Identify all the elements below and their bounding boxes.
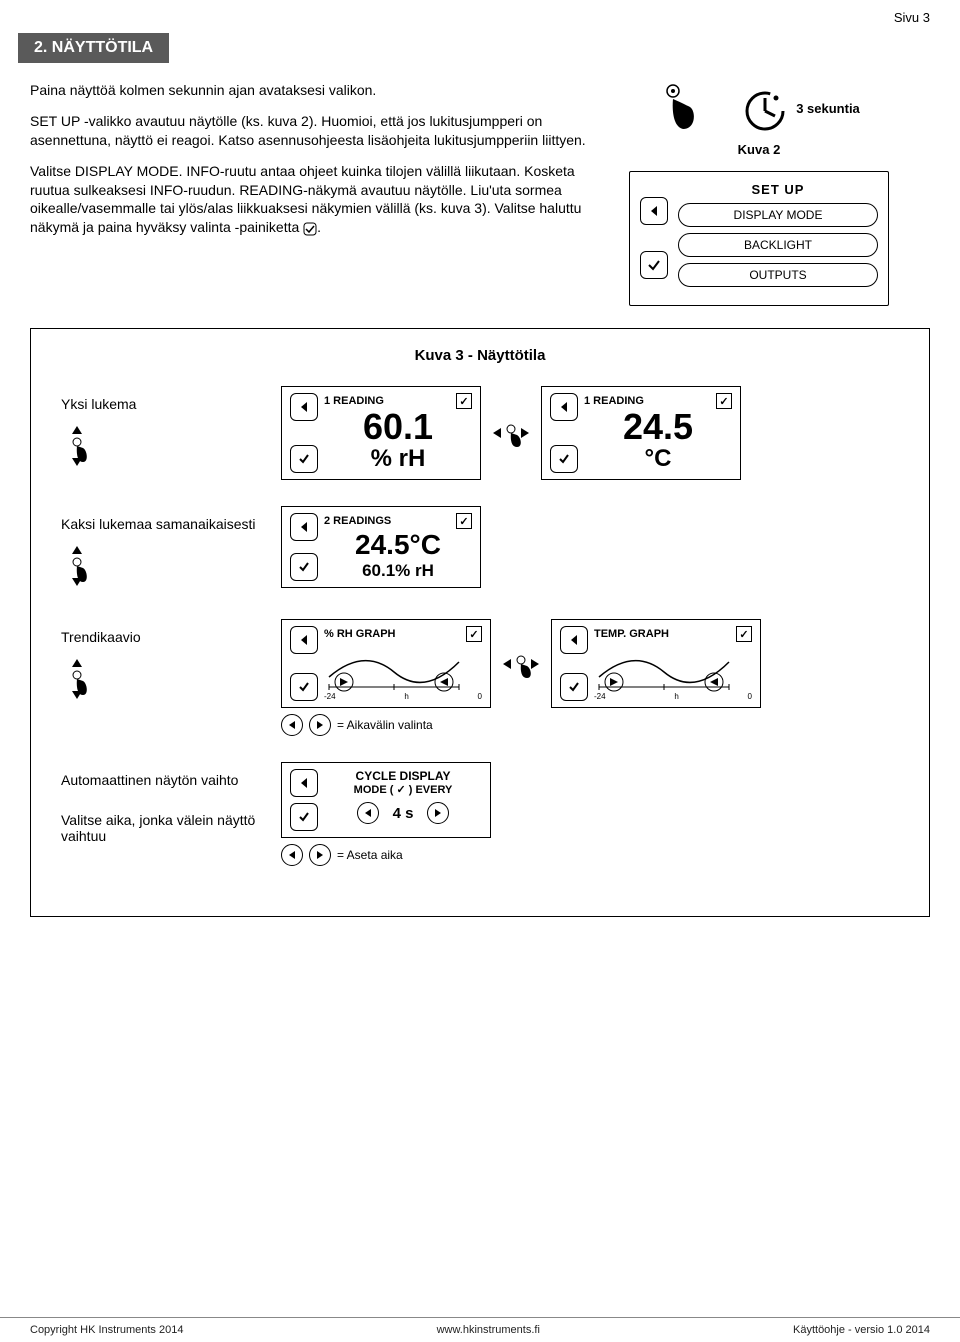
check-icon: ✓: [716, 393, 732, 409]
trend-note: = Aikavälin valinta: [281, 714, 761, 736]
menu-backlight[interactable]: BACKLIGHT: [678, 233, 878, 257]
footer-left: Copyright HK Instruments 2014: [30, 1324, 183, 1336]
axis-r: 0: [478, 692, 482, 701]
page-footer: Copyright HK Instruments 2014 www.hkinst…: [0, 1317, 960, 1342]
left-arrow-button[interactable]: [357, 802, 379, 824]
trend-note-text: = Aikavälin valinta: [337, 718, 433, 732]
axis-m: h: [674, 692, 678, 701]
ok-button[interactable]: [560, 673, 588, 701]
reading-temp-box: 1 READING✓ 24.5 °C: [541, 386, 741, 480]
right-arrow-button[interactable]: [427, 802, 449, 824]
graph-curve: [324, 642, 464, 692]
graph-header: TEMP. GRAPH: [594, 628, 669, 640]
back-button[interactable]: [290, 769, 318, 797]
right-arrow-icon: [309, 714, 331, 736]
intro-p3: Valitse DISPLAY MODE. INFO-ruutu antaa o…: [30, 162, 588, 238]
check-icon: ✓: [456, 393, 472, 409]
graph-header: % RH GRAPH: [324, 628, 396, 640]
dual-label: Kaksi lukemaa samanaikaisesti: [61, 506, 261, 593]
back-button[interactable]: [290, 626, 318, 654]
section-title: 2. NÄYTTÖTILA: [18, 33, 169, 63]
ok-button[interactable]: [290, 673, 318, 701]
reading-value: 60.1: [324, 409, 472, 445]
axis-l: -24: [594, 692, 606, 701]
single-label: Yksi lukema: [61, 386, 261, 473]
timer-icon: 3 sekuntia: [742, 86, 860, 132]
cycle-label: Automaattinen näytön vaihto Valitse aika…: [61, 762, 261, 844]
footer-center: www.hkinstruments.fi: [437, 1324, 540, 1336]
back-button[interactable]: [560, 626, 588, 654]
reading-unit: °C: [584, 445, 732, 473]
touch-icon: [658, 81, 702, 136]
frame-title: Kuva 3 - Näyttötila: [61, 347, 899, 364]
single-label-text: Yksi lukema: [61, 396, 261, 412]
ok-button[interactable]: [640, 251, 668, 279]
back-button[interactable]: [290, 393, 318, 421]
graph-curve: [594, 642, 734, 692]
ok-button[interactable]: [550, 445, 578, 473]
back-button[interactable]: [550, 393, 578, 421]
rh-graph-box: % RH GRAPH ✓ -24 h 0: [281, 619, 491, 708]
cycle-box: CYCLE DISPLAY MODE ( ✓ ) EVERY 4 s: [281, 762, 491, 838]
intro-p3-end: .: [317, 219, 321, 235]
axis-l: -24: [324, 692, 336, 701]
left-arrow-icon: [281, 844, 303, 866]
dual-header: 2 READINGS: [324, 515, 391, 527]
intro-p1: Paina näyttöä kolmen sekunnin ajan avata…: [30, 81, 588, 100]
temp-graph-box: TEMP. GRAPH ✓ -24 h 0: [551, 619, 761, 708]
kuva2-caption: Kuva 2: [738, 142, 781, 157]
back-button[interactable]: [640, 197, 668, 225]
cycle-note-text: = Aseta aika: [337, 848, 403, 862]
footer-right: Käyttöohje - versio 1.0 2014: [793, 1324, 930, 1336]
check-icon: ✓: [736, 626, 752, 642]
check-icon: [303, 222, 317, 236]
left-arrow-icon: [281, 714, 303, 736]
reading-rh-box: 1 READING✓ 60.1 % rH: [281, 386, 481, 480]
page-number: Sivu 3: [0, 0, 960, 25]
dual-line1: 24.5°C: [324, 529, 472, 561]
intro-text: Paina näyttöä kolmen sekunnin ajan avata…: [30, 81, 588, 306]
reading-value: 24.5: [584, 409, 732, 445]
axis-m: h: [404, 692, 408, 701]
cycle-sub: MODE ( ✓ ) EVERY: [324, 783, 482, 796]
setup-panel: SET UP DISPLAY MODE BACKLIGHT OUTPUTS: [629, 171, 889, 306]
reading-unit: % rH: [324, 445, 472, 473]
check-icon: ✓: [456, 513, 472, 529]
duration-label: 3 sekuntia: [796, 101, 860, 116]
cycle-note: = Aseta aika: [281, 844, 491, 866]
back-button[interactable]: [290, 513, 318, 541]
dual-line2: 60.1% rH: [324, 561, 472, 581]
swipe-horiz-icon: [499, 646, 543, 682]
trend-label: Trendikaavio: [61, 619, 261, 706]
right-arrow-icon: [309, 844, 331, 866]
intro-p2: SET UP -valikko avautuu näytölle (ks. ku…: [30, 112, 588, 150]
swipe-vert-icon: [61, 542, 261, 593]
cycle-label2: Valitse aika, jonka välein näyttö vaihtu…: [61, 812, 261, 844]
setup-title: SET UP: [678, 182, 878, 197]
intro-graphic: 3 sekuntia Kuva 2 SET UP DISPLAY MODE BA…: [588, 81, 930, 306]
dual-reading-box: 2 READINGS ✓ 24.5°C 60.1% rH: [281, 506, 481, 588]
ok-button[interactable]: [290, 445, 318, 473]
dual-label-text: Kaksi lukemaa samanaikaisesti: [61, 516, 261, 532]
cycle-header: CYCLE DISPLAY: [324, 769, 482, 783]
axis-r: 0: [748, 692, 752, 701]
swipe-vert-icon: [61, 655, 261, 706]
swipe-vert-icon: [61, 422, 261, 473]
ok-button[interactable]: [290, 803, 318, 831]
swipe-horiz-icon: [489, 415, 533, 451]
kuva3-frame: Kuva 3 - Näyttötila Yksi lukema 1 READIN…: [30, 328, 930, 917]
ok-button[interactable]: [290, 553, 318, 581]
menu-display-mode[interactable]: DISPLAY MODE: [678, 203, 878, 227]
check-icon: ✓: [466, 626, 482, 642]
menu-outputs[interactable]: OUTPUTS: [678, 263, 878, 287]
cycle-value: 4 s: [393, 805, 414, 822]
cycle-label1: Automaattinen näytön vaihto: [61, 772, 261, 788]
trend-label-text: Trendikaavio: [61, 629, 261, 645]
